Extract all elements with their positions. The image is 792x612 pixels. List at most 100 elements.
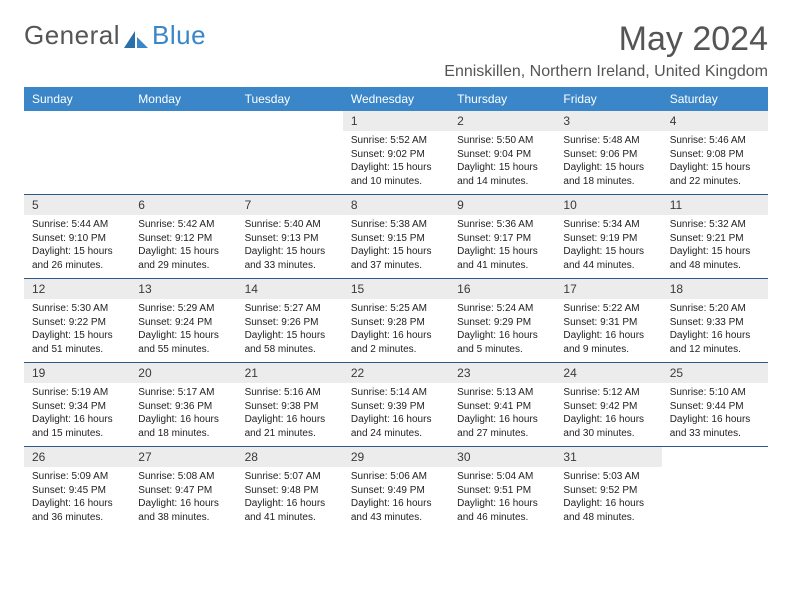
day-cell: 17Sunrise: 5:22 AMSunset: 9:31 PMDayligh… [555,279,661,362]
day-cell: 21Sunrise: 5:16 AMSunset: 9:38 PMDayligh… [237,363,343,446]
day-header-cell: Tuesday [237,87,343,111]
day-info: Sunrise: 5:19 AMSunset: 9:34 PMDaylight:… [24,383,130,446]
week-row: 26Sunrise: 5:09 AMSunset: 9:45 PMDayligh… [24,447,768,530]
day-number: 22 [343,363,449,383]
daylight2-text: and 9 minutes. [563,343,653,357]
day-info: Sunrise: 5:16 AMSunset: 9:38 PMDaylight:… [237,383,343,446]
daylight1-text: Daylight: 15 hours [670,161,760,175]
sunrise-text: Sunrise: 5:32 AM [670,218,760,232]
daylight2-text: and 48 minutes. [563,511,653,525]
day-info [237,117,343,126]
day-cell: 23Sunrise: 5:13 AMSunset: 9:41 PMDayligh… [449,363,555,446]
day-number: 12 [24,279,130,299]
sunset-text: Sunset: 9:15 PM [351,232,441,246]
sunrise-text: Sunrise: 5:04 AM [457,470,547,484]
day-cell: 26Sunrise: 5:09 AMSunset: 9:45 PMDayligh… [24,447,130,530]
day-number: 26 [24,447,130,467]
day-info: Sunrise: 5:12 AMSunset: 9:42 PMDaylight:… [555,383,661,446]
sunset-text: Sunset: 9:52 PM [563,484,653,498]
sunrise-text: Sunrise: 5:12 AM [563,386,653,400]
day-cell: 7Sunrise: 5:40 AMSunset: 9:13 PMDaylight… [237,195,343,278]
daylight1-text: Daylight: 16 hours [563,329,653,343]
day-cell [237,111,343,194]
daylight1-text: Daylight: 15 hours [245,329,335,343]
logo: General Blue [24,20,206,51]
daylight2-text: and 33 minutes. [670,427,760,441]
sunset-text: Sunset: 9:13 PM [245,232,335,246]
daylight1-text: Daylight: 16 hours [457,329,547,343]
daylight2-text: and 43 minutes. [351,511,441,525]
sunset-text: Sunset: 9:41 PM [457,400,547,414]
day-info: Sunrise: 5:40 AMSunset: 9:13 PMDaylight:… [237,215,343,278]
day-info: Sunrise: 5:06 AMSunset: 9:49 PMDaylight:… [343,467,449,530]
daylight2-text: and 33 minutes. [245,259,335,273]
sunrise-text: Sunrise: 5:27 AM [245,302,335,316]
sunset-text: Sunset: 9:33 PM [670,316,760,330]
sunrise-text: Sunrise: 5:03 AM [563,470,653,484]
sunrise-text: Sunrise: 5:44 AM [32,218,122,232]
day-number: 20 [130,363,236,383]
sunset-text: Sunset: 9:17 PM [457,232,547,246]
sunset-text: Sunset: 9:36 PM [138,400,228,414]
sunset-text: Sunset: 9:21 PM [670,232,760,246]
day-cell: 3Sunrise: 5:48 AMSunset: 9:06 PMDaylight… [555,111,661,194]
daylight1-text: Daylight: 15 hours [138,329,228,343]
sunset-text: Sunset: 9:39 PM [351,400,441,414]
daylight2-text: and 55 minutes. [138,343,228,357]
daylight1-text: Daylight: 16 hours [138,413,228,427]
page-title: May 2024 [444,20,768,59]
day-info: Sunrise: 5:38 AMSunset: 9:15 PMDaylight:… [343,215,449,278]
sunrise-text: Sunrise: 5:24 AM [457,302,547,316]
sunrise-text: Sunrise: 5:25 AM [351,302,441,316]
sunset-text: Sunset: 9:44 PM [670,400,760,414]
logo-text-1: General [24,20,120,51]
day-info: Sunrise: 5:52 AMSunset: 9:02 PMDaylight:… [343,131,449,194]
daylight1-text: Daylight: 16 hours [32,497,122,511]
daylight1-text: Daylight: 15 hours [457,245,547,259]
day-cell: 30Sunrise: 5:04 AMSunset: 9:51 PMDayligh… [449,447,555,530]
weeks-container: 1Sunrise: 5:52 AMSunset: 9:02 PMDaylight… [24,111,768,530]
day-number: 1 [343,111,449,131]
day-header-cell: Friday [555,87,661,111]
sunrise-text: Sunrise: 5:08 AM [138,470,228,484]
logo-text-2: Blue [152,20,206,51]
sunrise-text: Sunrise: 5:22 AM [563,302,653,316]
daylight1-text: Daylight: 15 hours [138,245,228,259]
daylight2-text: and 36 minutes. [32,511,122,525]
day-cell: 19Sunrise: 5:19 AMSunset: 9:34 PMDayligh… [24,363,130,446]
day-number: 6 [130,195,236,215]
sunset-text: Sunset: 9:06 PM [563,148,653,162]
week-row: 1Sunrise: 5:52 AMSunset: 9:02 PMDaylight… [24,111,768,195]
sunrise-text: Sunrise: 5:14 AM [351,386,441,400]
daylight2-text: and 48 minutes. [670,259,760,273]
daylight1-text: Daylight: 15 hours [245,245,335,259]
header: General Blue May 2024 Enniskillen, North… [24,20,768,81]
sunrise-text: Sunrise: 5:30 AM [32,302,122,316]
sunrise-text: Sunrise: 5:16 AM [245,386,335,400]
daylight2-text: and 38 minutes. [138,511,228,525]
sunrise-text: Sunrise: 5:48 AM [563,134,653,148]
sunset-text: Sunset: 9:31 PM [563,316,653,330]
week-row: 5Sunrise: 5:44 AMSunset: 9:10 PMDaylight… [24,195,768,279]
sunset-text: Sunset: 9:26 PM [245,316,335,330]
day-number: 14 [237,279,343,299]
day-number: 29 [343,447,449,467]
day-number: 30 [449,447,555,467]
day-info: Sunrise: 5:46 AMSunset: 9:08 PMDaylight:… [662,131,768,194]
day-info: Sunrise: 5:14 AMSunset: 9:39 PMDaylight:… [343,383,449,446]
sunset-text: Sunset: 9:24 PM [138,316,228,330]
week-row: 19Sunrise: 5:19 AMSunset: 9:34 PMDayligh… [24,363,768,447]
calendar: Sunday Monday Tuesday Wednesday Thursday… [24,87,768,530]
page: General Blue May 2024 Enniskillen, North… [0,0,792,550]
day-cell: 1Sunrise: 5:52 AMSunset: 9:02 PMDaylight… [343,111,449,194]
daylight2-text: and 41 minutes. [457,259,547,273]
day-cell: 9Sunrise: 5:36 AMSunset: 9:17 PMDaylight… [449,195,555,278]
day-info: Sunrise: 5:03 AMSunset: 9:52 PMDaylight:… [555,467,661,530]
daylight1-text: Daylight: 16 hours [138,497,228,511]
day-info: Sunrise: 5:20 AMSunset: 9:33 PMDaylight:… [662,299,768,362]
day-cell: 15Sunrise: 5:25 AMSunset: 9:28 PMDayligh… [343,279,449,362]
daylight2-text: and 44 minutes. [563,259,653,273]
day-cell: 11Sunrise: 5:32 AMSunset: 9:21 PMDayligh… [662,195,768,278]
day-number: 4 [662,111,768,131]
sunset-text: Sunset: 9:19 PM [563,232,653,246]
